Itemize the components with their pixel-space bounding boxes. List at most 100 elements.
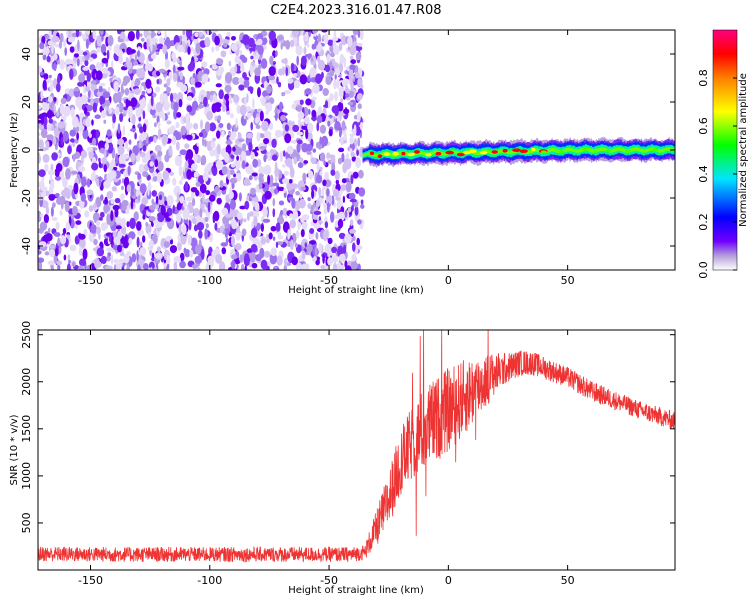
figure-title: C2E4.2023.316.01.47.R08 — [270, 3, 441, 18]
noise-speckle — [93, 203, 97, 209]
noise-speckle — [276, 255, 283, 265]
signal-peak — [503, 149, 508, 153]
noise-speckle — [176, 214, 181, 223]
noise-speckle — [48, 260, 55, 265]
noise-speckle — [295, 191, 300, 196]
noise-speckle — [51, 152, 58, 160]
noise-speckle — [316, 122, 319, 131]
noise-speckle — [323, 88, 329, 96]
noise-speckle — [70, 130, 77, 137]
noise-speckle — [255, 239, 258, 244]
noise-speckle — [358, 187, 365, 196]
noise-speckle — [168, 145, 172, 156]
noise-speckle — [301, 187, 306, 191]
noise-speckle — [137, 237, 140, 248]
noise-speckle — [224, 152, 229, 163]
noise-speckle — [269, 31, 276, 41]
noise-speckle — [132, 253, 137, 262]
noise-speckle — [138, 68, 145, 79]
noise-speckle — [107, 252, 111, 256]
signal-peak — [531, 148, 536, 152]
noise-speckle — [45, 35, 49, 40]
noise-speckle — [261, 58, 268, 69]
noise-speckle — [48, 228, 50, 233]
noise-speckle — [139, 126, 143, 133]
noise-speckle — [122, 200, 129, 207]
noise-speckle — [61, 137, 64, 146]
noise-speckle — [317, 161, 320, 172]
noise-speckle — [225, 140, 232, 144]
noise-speckle — [269, 232, 273, 239]
noise-speckle — [285, 124, 289, 131]
noise-speckle — [343, 109, 349, 115]
noise-speckle — [316, 175, 322, 184]
noise-speckle — [194, 32, 198, 37]
noise-speckle — [149, 205, 156, 210]
noise-speckle — [66, 189, 71, 199]
signal-peak — [559, 150, 565, 153]
noise-speckle — [71, 107, 75, 117]
noise-speckle — [316, 200, 320, 207]
noise-speckle — [97, 36, 101, 47]
noise-speckle — [263, 154, 266, 162]
noise-speckle — [309, 228, 314, 234]
noise-speckle — [244, 182, 251, 186]
noise-speckle — [355, 157, 361, 168]
noise-speckle — [360, 204, 364, 209]
noise-speckle — [249, 211, 253, 217]
noise-speckle — [324, 33, 328, 44]
noise-speckle — [250, 56, 253, 60]
noise-speckle — [343, 196, 345, 203]
noise-speckle — [99, 86, 103, 92]
noise-speckle — [137, 264, 141, 274]
noise-speckle — [67, 234, 70, 239]
noise-speckle — [312, 44, 316, 50]
noise-speckle — [251, 244, 258, 253]
noise-speckle — [315, 232, 318, 240]
noise-speckle — [216, 160, 223, 170]
noise-speckle — [64, 47, 67, 56]
noise-speckle — [195, 82, 202, 88]
noise-speckle — [148, 64, 153, 72]
noise-speckle — [258, 64, 261, 69]
noise-speckle — [149, 216, 156, 221]
noise-speckle — [338, 148, 344, 153]
noise-speckle — [311, 157, 317, 164]
noise-speckle — [216, 83, 222, 87]
noise-speckle — [272, 183, 279, 187]
noise-speckle — [87, 72, 91, 82]
noise-speckle — [330, 53, 334, 58]
noise-speckle — [345, 80, 350, 84]
noise-speckle — [291, 256, 298, 265]
noise-speckle — [130, 153, 135, 162]
snr-panel: -150 -100 -50 0 505001000150020002500 Height… — [9, 321, 675, 596]
noise-speckle — [156, 51, 160, 55]
noise-speckle — [201, 61, 207, 67]
noise-speckle — [185, 161, 189, 168]
noise-speckle — [358, 264, 361, 272]
noise-speckle — [140, 183, 147, 193]
noise-speckle — [264, 131, 272, 138]
noise-speckle — [166, 236, 172, 241]
snr-xtick-label: -150 — [78, 574, 103, 587]
noise-speckle — [206, 223, 209, 228]
noise-speckle — [82, 34, 87, 40]
noise-speckle — [105, 100, 111, 107]
noise-speckle — [333, 189, 339, 197]
noise-speckle — [157, 151, 162, 157]
noise-speckle — [40, 72, 44, 76]
noise-speckle — [191, 47, 194, 52]
noise-speckle — [43, 80, 47, 90]
noise-speckle — [84, 107, 88, 115]
noise-speckle — [55, 232, 60, 237]
noise-speckle — [63, 131, 69, 141]
noise-speckle — [256, 125, 261, 129]
noise-speckle — [83, 249, 88, 260]
noise-speckle — [289, 213, 293, 218]
noise-speckle — [69, 69, 73, 80]
spectrogram-ytick-label: 40 — [20, 47, 33, 61]
snr-frame — [38, 330, 675, 570]
noise-speckle — [123, 125, 126, 136]
noise-speckle — [145, 79, 151, 89]
noise-speckle — [298, 112, 305, 120]
